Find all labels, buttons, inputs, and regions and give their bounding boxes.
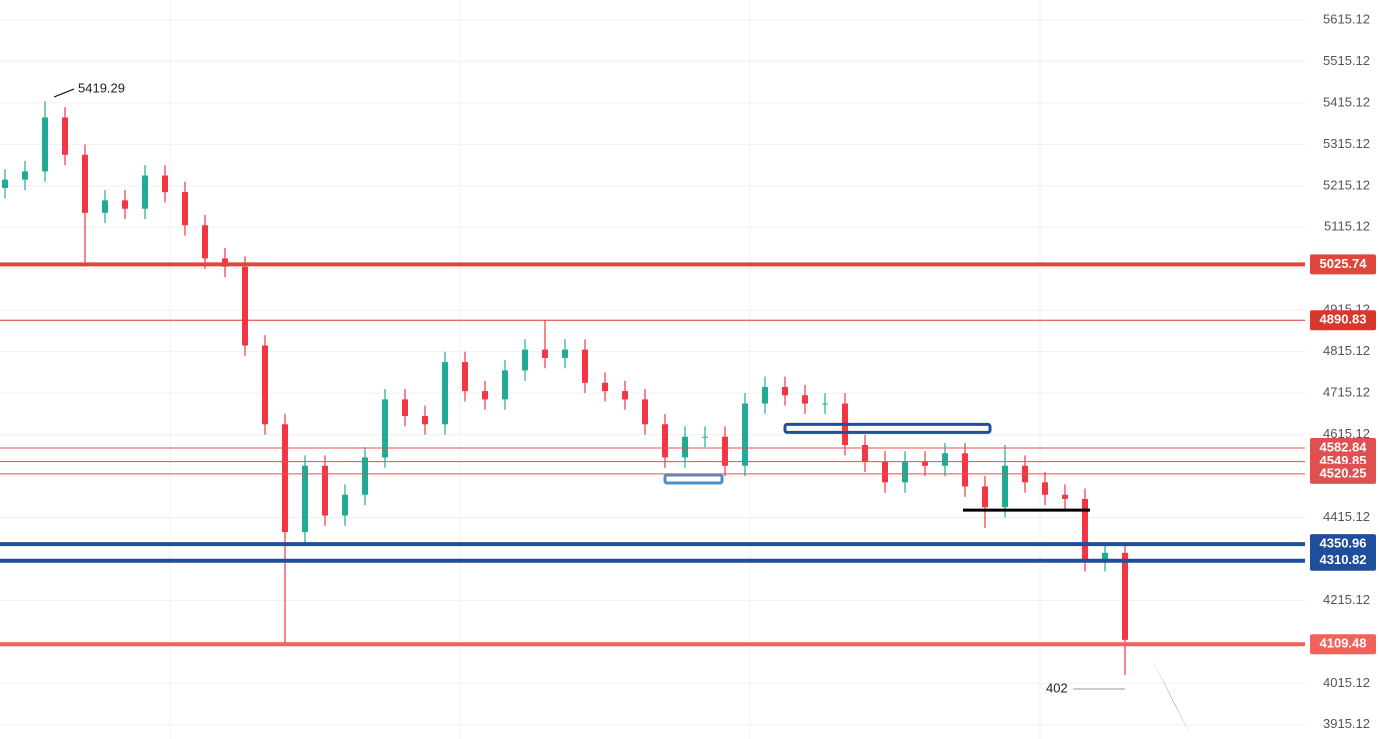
candle-body [622, 391, 628, 400]
y-tick-label: 3915.12 [1323, 716, 1370, 731]
candle-body [742, 403, 748, 466]
candle-body [2, 179, 8, 188]
candle-body [1042, 482, 1048, 495]
candle-body [282, 424, 288, 533]
y-tick-label: 4615.12 [1323, 426, 1370, 441]
candle-body [582, 349, 588, 383]
candle-body [62, 117, 68, 155]
candle-body [682, 436, 688, 458]
candle-body [882, 461, 888, 483]
candle-body [902, 461, 908, 483]
candle-body [162, 175, 168, 193]
candle-body [42, 117, 48, 172]
candle-body [142, 175, 148, 209]
candle-body [482, 391, 488, 400]
candle-body [122, 200, 128, 209]
y-tick-label: 5515.12 [1323, 53, 1370, 68]
candle-body [862, 445, 868, 462]
level-label: 4582.84 [1320, 439, 1368, 454]
y-tick-label: 5415.12 [1323, 94, 1370, 109]
candle-body [962, 453, 968, 487]
candle-body [22, 171, 28, 180]
level-label: 4890.83 [1320, 312, 1367, 327]
candle-body [662, 424, 668, 458]
annotation: 5419.29 [78, 80, 125, 95]
candle-body [1102, 552, 1108, 562]
y-tick-label: 5215.12 [1323, 177, 1370, 192]
y-tick-label: 4015.12 [1323, 675, 1370, 690]
candle-body [342, 494, 348, 516]
candle-body [602, 382, 608, 392]
annotation-arrow [53, 88, 75, 98]
level-label-box [1310, 634, 1376, 655]
candle-body [562, 349, 568, 358]
candle-body [942, 453, 948, 466]
pointer-icon [1150, 655, 1192, 738]
candle-body [502, 370, 508, 400]
level-label: 4109.48 [1320, 636, 1367, 651]
level-label-box [1310, 463, 1376, 484]
level-label-box [1310, 254, 1376, 275]
level-label: 4520.25 [1320, 465, 1367, 480]
candle-body [102, 200, 108, 213]
y-tick-label: 4415.12 [1323, 509, 1370, 524]
candle-body [462, 362, 468, 392]
candle-body [442, 362, 448, 425]
level-label: 4350.96 [1320, 536, 1367, 551]
candle-body [242, 266, 248, 346]
candle-body [362, 457, 368, 495]
candle-body [522, 349, 528, 371]
level-label: 4310.82 [1320, 552, 1367, 567]
y-tick-label: 5615.12 [1323, 11, 1370, 26]
candle-body [322, 465, 328, 516]
candle-body [922, 461, 928, 466]
candle-body [1122, 552, 1128, 640]
candle-body [82, 154, 88, 213]
drawn-box [663, 473, 724, 485]
y-tick-label: 5115.12 [1324, 219, 1370, 234]
y-tick-label: 4715.12 [1323, 385, 1370, 400]
candle-body [1082, 498, 1088, 562]
y-tick-label: 5315.12 [1323, 136, 1370, 151]
candle-body [762, 386, 768, 404]
level-label: 5025.74 [1320, 256, 1368, 271]
candle-body [382, 399, 388, 458]
candle-body [542, 349, 548, 358]
level-label-box [1310, 550, 1376, 571]
candle-body [262, 345, 268, 425]
candle-body [722, 436, 728, 466]
candle-body [642, 399, 648, 425]
y-tick-label: 4215.12 [1323, 592, 1370, 607]
candle-body [182, 192, 188, 226]
candle-body [782, 386, 788, 396]
level-label-box [1310, 534, 1376, 555]
y-tick-label: 4815.12 [1323, 343, 1370, 358]
candle-body [402, 399, 408, 416]
candle-body [422, 415, 428, 425]
drawn-box [783, 422, 992, 434]
candle-body [802, 395, 808, 404]
level-label-box [1310, 310, 1376, 331]
candle-body [202, 225, 208, 259]
candle-body [702, 436, 708, 438]
candle-body [1002, 465, 1008, 508]
candle-body [822, 403, 828, 405]
candle-body [982, 486, 988, 508]
candle-body [1062, 494, 1068, 499]
candle-body [302, 465, 308, 533]
annotation: 402 [1046, 680, 1068, 695]
